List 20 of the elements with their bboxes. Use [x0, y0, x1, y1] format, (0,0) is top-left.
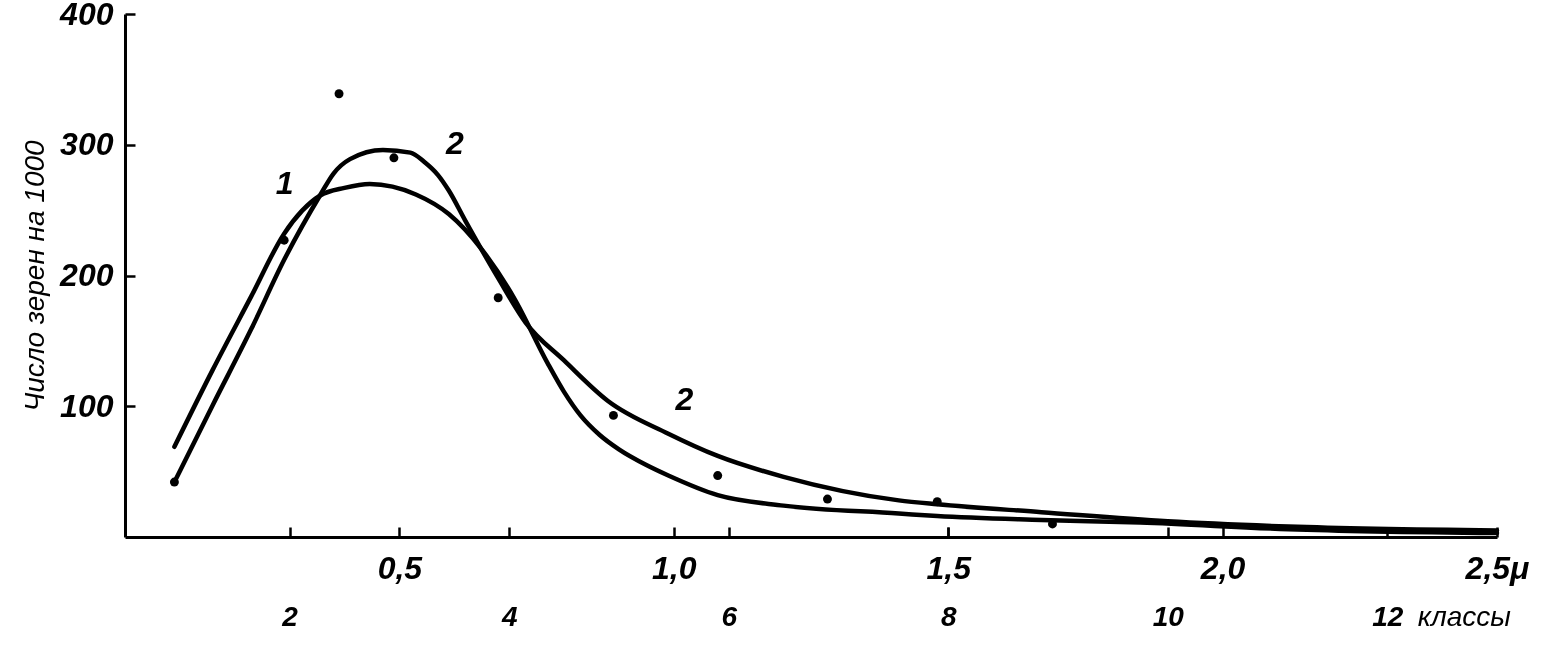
x-tick-label: 0,5	[377, 549, 424, 586]
y-tick-label: 300	[60, 126, 114, 163]
x2-tick-label: 8	[940, 600, 957, 632]
x2-axis-title: классы	[1417, 600, 1512, 632]
x2-tick-label: 6	[721, 600, 738, 632]
y-tick-label: 100	[60, 387, 114, 424]
x2-tick-label: 4	[500, 600, 518, 632]
y-axis-title: Число зерен на 1000	[19, 139, 51, 412]
y-tick-label: 400	[59, 0, 114, 32]
x-tick-label: 2,5μ	[1464, 549, 1530, 586]
y-tick-label: 200	[59, 257, 114, 293]
x-tick-label: 1,0	[652, 549, 697, 586]
x2-tick-label: 12	[1372, 600, 1404, 632]
x-tick-label: 2,0	[1199, 549, 1246, 586]
x2-tick-label: 2	[281, 600, 299, 632]
annotation: 2	[674, 381, 694, 418]
series-label: 1	[275, 164, 294, 201]
x2-tick-label: 10	[1152, 600, 1185, 632]
series-label: 2	[445, 124, 465, 161]
x-tick-label: 1,5	[926, 549, 973, 586]
